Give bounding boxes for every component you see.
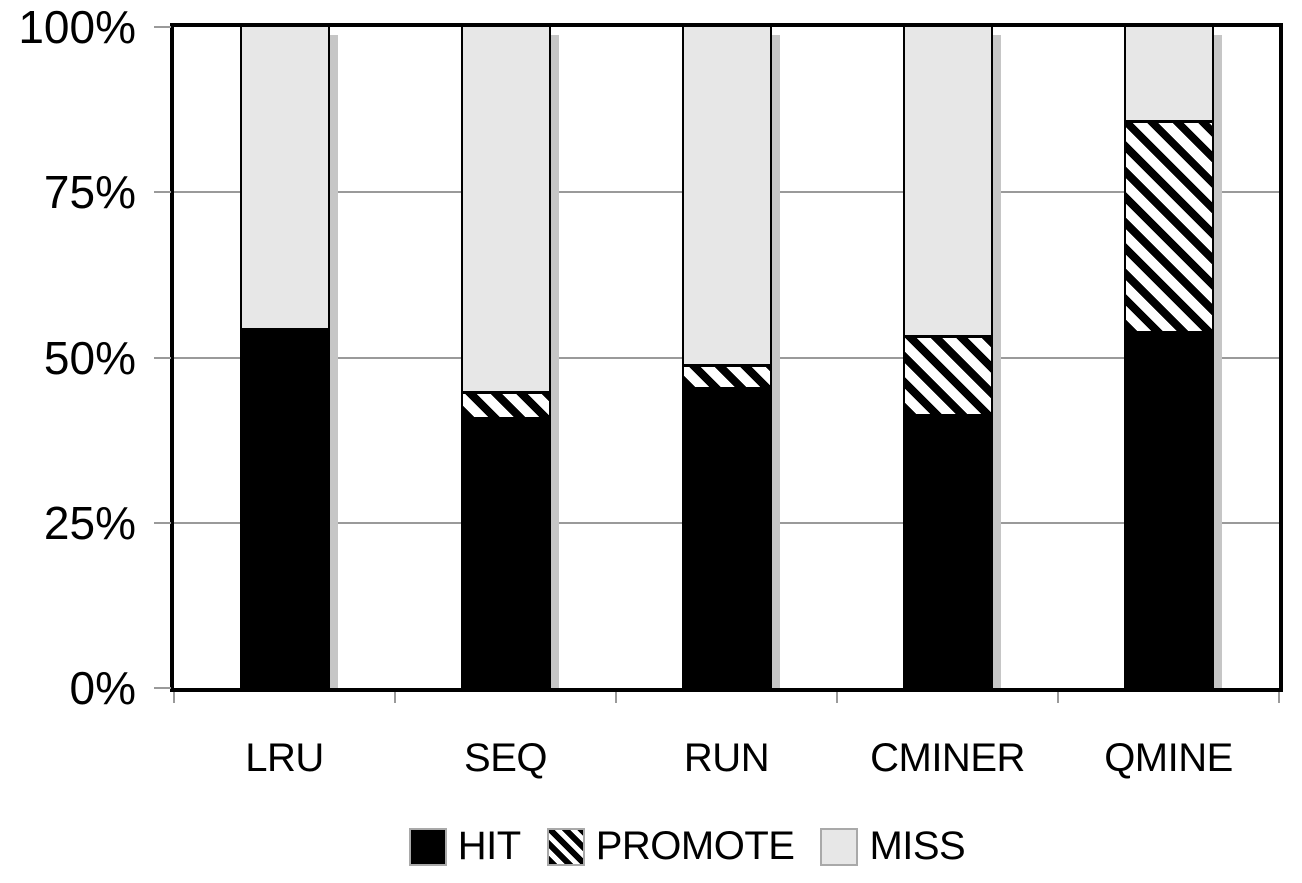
y-tick-label: 25% xyxy=(43,496,136,549)
x-tick-label: LRU xyxy=(245,736,324,780)
plot-clip xyxy=(174,27,1279,688)
y-tick-mark xyxy=(154,191,171,194)
legend-label: MISS xyxy=(869,824,966,868)
segment-miss xyxy=(904,27,991,338)
x-tick-mark xyxy=(1278,692,1280,703)
x-tick-mark xyxy=(173,692,175,703)
y-tick-label: 50% xyxy=(43,331,136,384)
y-tick-label: 75% xyxy=(43,166,136,219)
y-tick-label: 0% xyxy=(69,662,136,714)
segment-promote xyxy=(462,393,549,417)
y-tick-mark xyxy=(154,356,171,359)
x-tick-label: CMINER xyxy=(870,736,1025,780)
legend-label: PROMOTE xyxy=(595,824,795,868)
legend-label: HIT xyxy=(457,824,521,868)
y-tick-mark xyxy=(154,26,171,28)
plot-area xyxy=(154,23,1283,703)
x-tick-label: SEQ xyxy=(464,736,547,780)
x-tick-label: RUN xyxy=(683,736,770,780)
bar-lru xyxy=(239,27,330,688)
x-tick-mark xyxy=(615,692,617,703)
segment-hit xyxy=(904,413,991,688)
segment-miss xyxy=(462,27,549,394)
legend-item-promote: PROMOTE xyxy=(546,824,795,869)
legend-swatch-hit xyxy=(408,827,447,866)
segment-hit xyxy=(683,387,770,688)
y-tick-label: 100% xyxy=(18,1,136,53)
segment-promote xyxy=(904,337,991,414)
x-axis-labels: LRU SEQ RUN CMINER QMINE xyxy=(174,736,1279,790)
legend-item-miss: MISS xyxy=(820,824,966,869)
segment-hit xyxy=(1125,331,1212,688)
legend-swatch-miss xyxy=(820,827,859,866)
segment-miss xyxy=(683,27,770,368)
bar-run xyxy=(681,27,772,688)
y-tick-mark xyxy=(154,521,171,524)
legend-item-hit: HIT xyxy=(408,824,521,869)
y-axis: 0% 25% 50% 75% 100% xyxy=(0,3,152,712)
segment-miss xyxy=(241,27,328,332)
segment-promote xyxy=(1125,122,1212,332)
x-tick-mark xyxy=(836,692,838,703)
x-tick-label: QMINE xyxy=(1104,736,1233,780)
segment-hit xyxy=(241,331,328,688)
bar-qmine xyxy=(1123,27,1214,688)
x-tick-mark xyxy=(394,692,396,703)
segment-miss xyxy=(1125,27,1212,123)
segment-promote xyxy=(683,367,770,388)
x-tick-mark xyxy=(1057,692,1059,703)
segment-hit xyxy=(462,416,549,688)
legend-swatch-promote xyxy=(546,827,585,866)
y-tick-mark xyxy=(154,687,171,689)
bar-seq xyxy=(460,27,551,688)
bar-cminer xyxy=(902,27,993,688)
legend: HIT PROMOTE MISS xyxy=(0,824,1302,869)
